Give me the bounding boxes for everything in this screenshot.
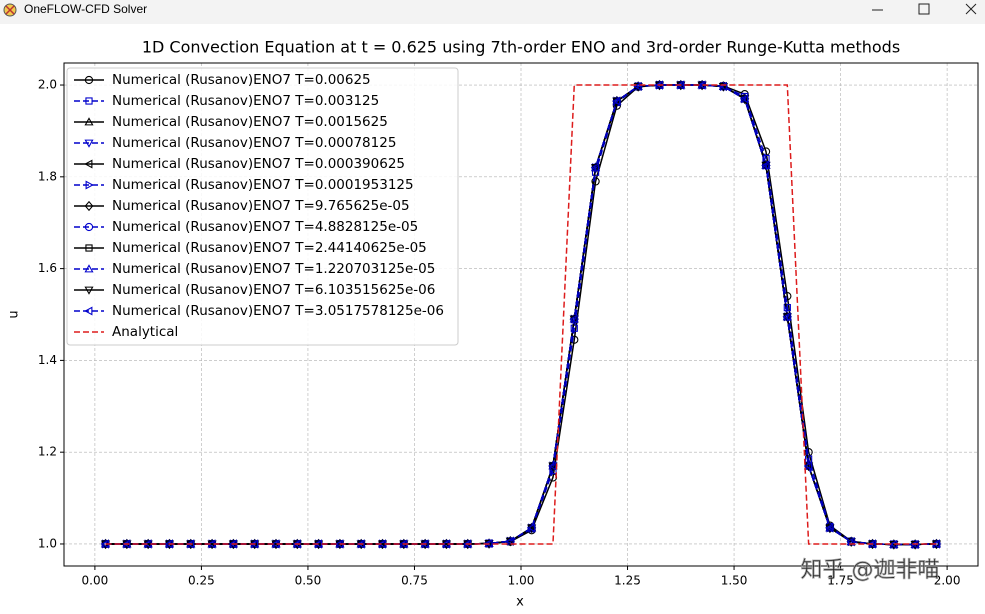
marker [739,94,749,104]
series [105,84,937,545]
close-button[interactable] [965,3,977,15]
marker [186,539,195,549]
legend-marker [84,75,94,85]
legend: Numerical (Rusanov)ENO7 T=0.00625 Numeric… [66,67,459,346]
legend-label: Numerical (Rusanov)ENO7 T=9.765625e-05 [112,198,410,214]
legend-marker [85,180,94,190]
marker [761,161,771,171]
title-bar [0,0,985,24]
marker [740,95,750,104]
legend-marker [84,222,94,232]
marker [591,177,600,186]
legend-label: Numerical (Rusanov)ENO7 T=6.103515625e-0… [112,282,435,298]
legend-marker [84,117,94,126]
marker [356,539,365,549]
legend-marker [84,306,93,316]
legend-label: Numerical (Rusanov)ENO7 T=0.00625 [112,72,371,88]
legend-label: Numerical (Rusanov)ENO7 T=0.00078125 [112,135,396,151]
marker [612,97,622,106]
figure: 1D Convection Equation at t = 0.625 usin… [7,38,979,610]
series-line [105,84,937,545]
marker [122,539,131,549]
marker [590,163,599,173]
marker [867,539,876,549]
legend-marker [85,97,93,105]
marker [420,539,429,549]
x-tick-label: 2.00 [934,574,961,588]
legend-box [66,67,459,346]
y-tick-label: 1.2 [38,445,57,459]
marker [803,461,813,471]
x-tick-label: 0.25 [188,574,215,588]
y-tick-label: 1.4 [38,353,57,367]
marker [783,304,791,312]
legend-label: Numerical (Rusanov)ENO7 T=0.003125 [112,93,379,109]
y-tick-label: 1.0 [38,536,57,550]
legend-label: Numerical (Rusanov)ENO7 T=4.8828125e-05 [112,219,418,235]
legend-marker [84,264,94,273]
marker [505,537,515,546]
plot-frame [63,62,979,567]
marker [526,523,536,533]
x-tick-label: 1.75 [827,574,854,588]
marker [633,81,642,91]
y-tick-label: 1.8 [38,169,57,183]
marker [569,314,578,324]
marker [761,160,770,170]
x-tick-label: 1.50 [721,574,748,588]
marker [782,312,791,322]
legend-marker [84,286,94,295]
x-tick-label: 1.00 [508,574,535,588]
marker [782,313,792,322]
marker [612,96,621,106]
marker [569,315,579,324]
window-title: OneFLOW-CFD Solver [24,2,147,16]
legend-label: Numerical (Rusanov)ENO7 T=0.000390625 [112,156,405,172]
marker [484,538,493,549]
marker [249,539,259,549]
marker [505,536,514,546]
legend-label: Analytical [112,324,178,340]
maximize-button[interactable] [918,3,930,15]
marker [931,539,940,549]
x-axis-label: x [516,595,524,610]
y-axis-label: u [7,310,22,318]
legend-marker [84,139,94,148]
legend-marker [84,200,94,212]
legend-marker [84,159,93,169]
marker [825,523,834,533]
chart-title: 1D Convection Equation at t = 0.625 usin… [142,38,900,57]
x-tick-label: 0.75 [401,574,428,588]
marker [313,539,323,549]
x-tick-label: 0.50 [295,574,322,588]
legend-label: Numerical (Rusanov)ENO7 T=0.0015625 [112,114,388,130]
x-tick-label: 0.00 [82,574,109,588]
marker [676,80,685,90]
marker [591,164,601,173]
legend-label: Numerical (Rusanov)ENO7 T=0.0001953125 [112,177,414,193]
app-icon [3,3,17,17]
legend-marker [85,244,93,252]
marker [570,324,578,332]
watermark: 知乎 @迦非喵 [801,558,940,583]
x-tick-label: 1.25 [614,574,641,588]
y-tick-label: 1.6 [38,261,57,275]
legend-label: Numerical (Rusanov)ENO7 T=3.0517578125e-… [112,303,444,319]
legend-label: Numerical (Rusanov)ENO7 T=1.220703125e-0… [112,261,435,277]
legend-label: Numerical (Rusanov)ENO7 T=2.44140625e-05 [112,240,427,256]
y-tick-label: 2.0 [38,78,57,92]
